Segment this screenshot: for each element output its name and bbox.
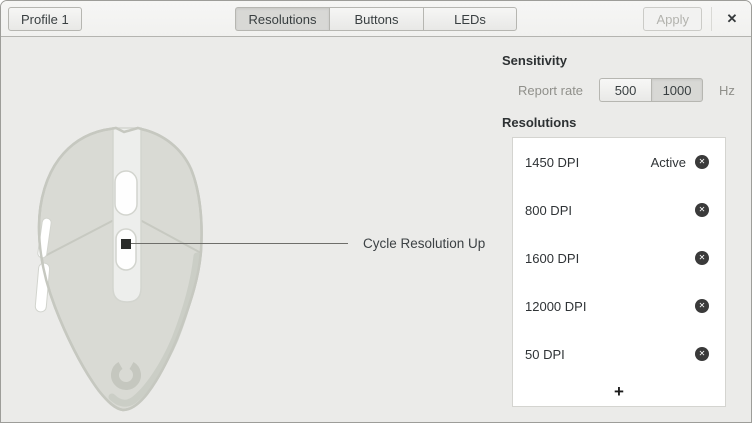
mouse-illustration xyxy=(34,126,203,412)
row-actions: Active ✕ xyxy=(651,155,709,170)
add-resolution-button[interactable]: + xyxy=(513,378,725,406)
resolutions-title: Resolutions xyxy=(502,115,577,130)
row-actions: ✕ xyxy=(686,347,709,361)
headerbar: Profile 1 Resolutions Buttons LEDs Apply… xyxy=(1,1,751,37)
scroll-wheel xyxy=(114,170,138,216)
callout-line xyxy=(131,243,348,244)
resolution-row-1600[interactable]: 1600 DPI ✕ xyxy=(513,234,725,282)
tab-leds[interactable]: LEDs xyxy=(423,7,517,31)
remove-resolution-icon[interactable]: ✕ xyxy=(695,251,709,265)
remove-resolution-icon[interactable]: ✕ xyxy=(695,347,709,361)
brand-logo xyxy=(111,362,141,390)
rate-unit-label: Hz xyxy=(719,82,735,98)
active-status-label: Active xyxy=(650,154,686,170)
mouse-shadow xyxy=(108,252,201,407)
resolution-dpi-label: 12000 DPI xyxy=(525,298,587,314)
sensitivity-title: Sensitivity xyxy=(502,53,568,68)
remove-resolution-icon[interactable]: ✕ xyxy=(695,155,709,169)
tab-buttons[interactable]: Buttons xyxy=(329,7,423,31)
report-rate-label: Report rate xyxy=(518,82,584,98)
remove-resolution-icon[interactable]: ✕ xyxy=(695,203,709,217)
row-actions: ✕ xyxy=(686,251,709,265)
row-actions: ✕ xyxy=(686,299,709,313)
profile-button[interactable]: Profile 1 xyxy=(8,7,82,31)
report-rate-toggle: 500 1000 xyxy=(599,78,704,102)
dpi-button xyxy=(115,228,137,271)
apply-button[interactable]: Apply xyxy=(643,7,702,31)
callout-label: Cycle Resolution Up xyxy=(363,236,486,251)
resolution-row-1450[interactable]: 1450 DPI Active ✕ xyxy=(513,138,725,186)
resolution-dpi-label: 1600 DPI xyxy=(525,250,580,266)
mouse-outline xyxy=(37,126,203,412)
resolution-row-800[interactable]: 800 DPI ✕ xyxy=(513,186,725,234)
tab-resolutions[interactable]: Resolutions xyxy=(235,7,329,31)
resolutions-list: 1450 DPI Active ✕ 800 DPI ✕ 1600 DPI xyxy=(512,137,726,407)
resolution-row-50[interactable]: 50 DPI ✕ xyxy=(513,330,725,378)
header-actions: Apply ✕ xyxy=(643,7,743,31)
report-rate-row: Report rate 500 1000 Hz xyxy=(502,78,742,102)
header-separator xyxy=(711,7,712,31)
content-area: Cycle Resolution Up Sensitivity Report r… xyxy=(1,37,751,422)
callout-anchor xyxy=(121,239,131,249)
resolution-dpi-label: 1450 DPI xyxy=(525,154,580,170)
resolution-row-12000[interactable]: 12000 DPI ✕ xyxy=(513,282,725,330)
close-button[interactable]: ✕ xyxy=(721,7,743,31)
resolution-dpi-label: 800 DPI xyxy=(525,202,572,218)
mouse-seams xyxy=(40,219,202,259)
settings-panel: Sensitivity Report rate 500 1000 Hz Reso… xyxy=(502,53,742,407)
rate-1000-button[interactable]: 1000 xyxy=(651,78,704,102)
tab-group: Resolutions Buttons LEDs xyxy=(235,7,517,31)
remove-resolution-icon[interactable]: ✕ xyxy=(695,299,709,313)
rate-500-button[interactable]: 500 xyxy=(599,78,652,102)
row-actions: ✕ xyxy=(686,203,709,217)
resolution-dpi-label: 50 DPI xyxy=(525,346,565,362)
